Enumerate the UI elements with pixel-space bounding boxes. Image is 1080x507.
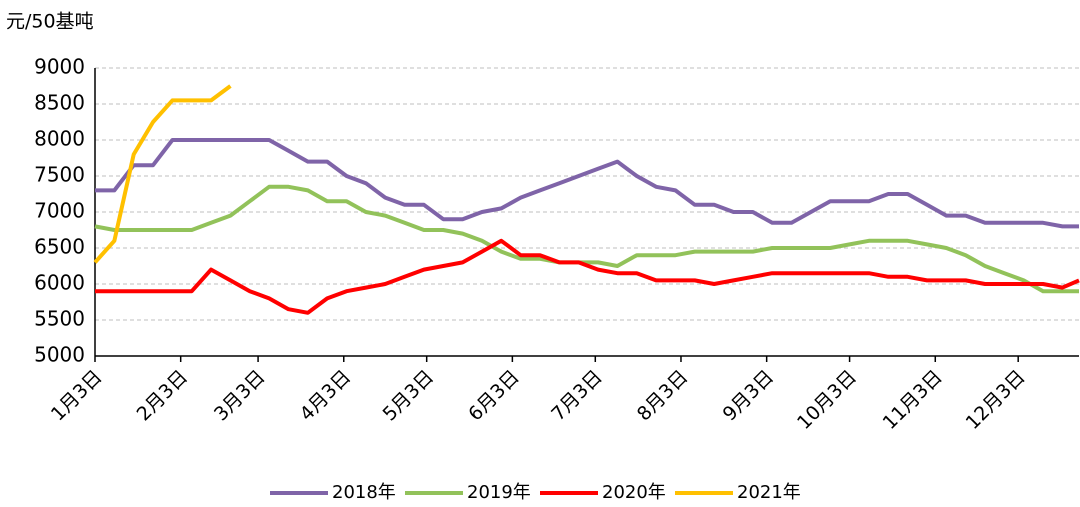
x-tick-label: 7月3日 xyxy=(547,366,607,426)
y-tick-label: 7000 xyxy=(34,199,85,223)
y-tick-label: 9000 xyxy=(34,55,85,79)
y-axis-label: 元/50基吨 xyxy=(6,11,94,33)
legend-label: 2019年 xyxy=(467,482,531,503)
y-tick-label: 6000 xyxy=(34,271,85,295)
legend-label: 2021年 xyxy=(737,482,801,503)
y-tick-label: 5000 xyxy=(34,343,85,367)
y-tick-label: 5500 xyxy=(34,307,85,331)
x-tick-label: 12月3日 xyxy=(962,366,1030,434)
y-tick-label: 6500 xyxy=(34,235,85,259)
x-tick-label: 6月3日 xyxy=(464,366,524,426)
x-tick-label: 10月3日 xyxy=(793,366,861,434)
series-line xyxy=(93,84,232,264)
x-tick-label: 1月3日 xyxy=(47,366,107,426)
x-tick-label: 5月3日 xyxy=(379,366,439,426)
y-tick-label: 8000 xyxy=(34,127,85,151)
x-tick-label: 11月3日 xyxy=(879,366,947,434)
series-line xyxy=(95,138,1079,229)
x-tick-label: 3月3日 xyxy=(210,366,270,426)
x-tick-label: 9月3日 xyxy=(719,366,779,426)
series-line xyxy=(95,238,1080,315)
x-tick-label: 8月3日 xyxy=(633,366,693,426)
y-tick-label: 7500 xyxy=(34,163,85,187)
y-tick-label: 8500 xyxy=(34,91,85,115)
x-tick-label: 2月3日 xyxy=(133,366,193,426)
series-line xyxy=(94,184,1079,294)
legend-label: 2018年 xyxy=(332,482,396,503)
legend-label: 2020年 xyxy=(602,482,666,503)
x-tick-label: 4月3日 xyxy=(296,366,356,426)
